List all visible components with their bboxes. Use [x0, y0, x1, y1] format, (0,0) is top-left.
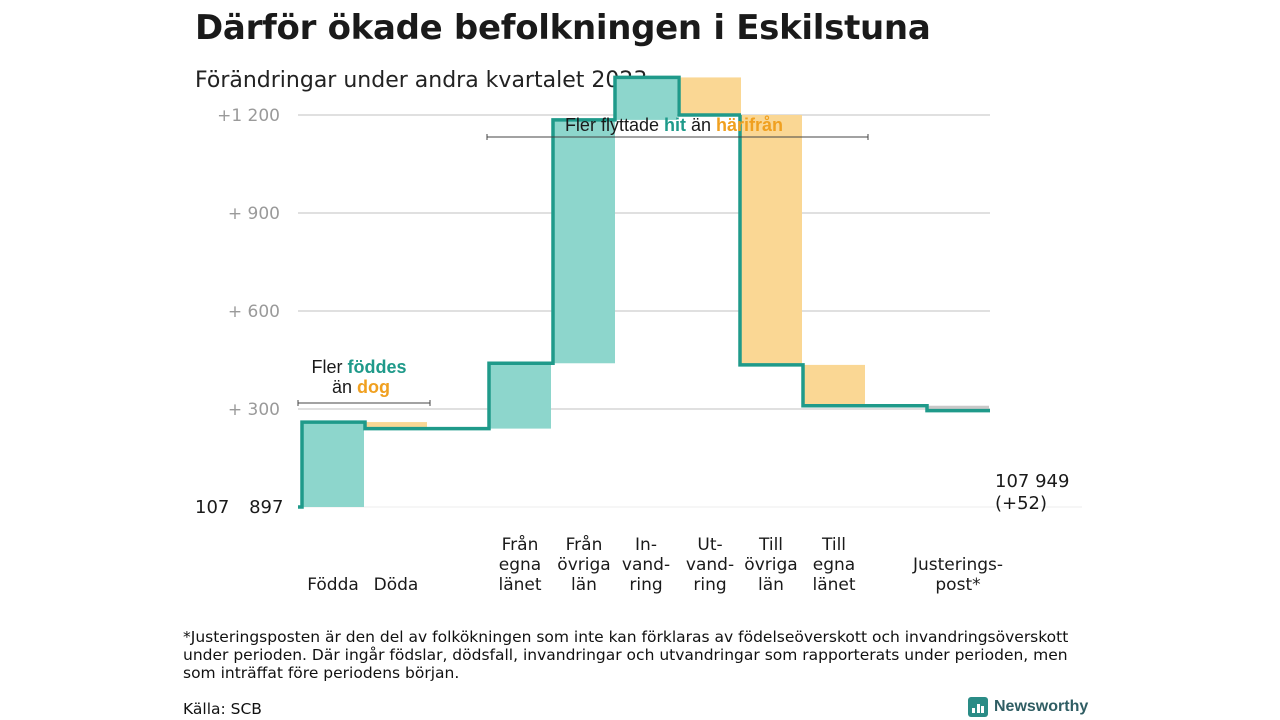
x-tick-label-line: Från — [566, 534, 603, 555]
births-annotation-line2: än dog — [332, 377, 390, 397]
x-tick-label-doda: Döda — [374, 575, 419, 595]
bar-fodda — [302, 422, 364, 507]
x-tick-label-invandring: In-vand-ring — [622, 535, 670, 595]
x-tick-label-line: län — [758, 575, 784, 595]
step-line — [298, 75, 990, 509]
x-tick-label-line: vand- — [686, 555, 734, 575]
y-tick-label: +1 200 — [217, 106, 280, 126]
annotation-emphasis: hit — [664, 115, 686, 135]
bar-fran-ovriga-lan — [553, 119, 615, 364]
x-tick-label-line: län — [571, 575, 597, 595]
bar-invandring — [615, 77, 677, 120]
x-tick-label-line: Döda — [374, 575, 419, 595]
annotation-emphasis: dog — [357, 377, 390, 397]
x-tick-label-line: Till — [758, 535, 783, 555]
moves-annotation: Fler flyttade hit än härifrån — [565, 115, 783, 135]
x-tick-label-line: Justerings- — [912, 555, 1003, 575]
x-tick-label-fran-egna-lanet: Från egna länet — [498, 534, 541, 595]
x-tick-label-line: Till — [821, 535, 846, 555]
bar-utvandring — [679, 77, 741, 115]
x-tick-label-line: länet — [498, 575, 541, 595]
brand-name: Newsworthy — [994, 698, 1089, 715]
gridlines: + 300 + 600 + 900 +1 200 — [217, 106, 1082, 508]
x-tick-label-line: In- — [635, 535, 657, 555]
bar-doda — [365, 422, 427, 429]
bar-till-egna-lanet — [803, 364, 865, 406]
end-value-label: 107 949 — [995, 471, 1069, 492]
newsworthy-logo: Newsworthy — [968, 697, 1088, 717]
annotation-text: än — [686, 115, 716, 135]
bar-fran-egna-lanet — [489, 363, 551, 429]
chart-title: Därför ökade befolkningen i Eskilstuna — [195, 8, 931, 48]
x-tick-label-line: Födda — [307, 575, 359, 595]
x-tick-label-line: Från — [502, 534, 539, 555]
x-tick-label-line: ring — [629, 575, 662, 595]
source-label: Källa: SCB — [183, 700, 262, 718]
y-tick-label: + 300 — [228, 400, 280, 420]
x-tick-label-line: övriga — [744, 555, 797, 575]
bar-justeringspost — [927, 405, 989, 411]
bars — [302, 77, 989, 507]
annotation-text: än — [332, 377, 357, 397]
x-tick-label-line: övriga — [557, 555, 610, 575]
annotation-emphasis: härifrån — [716, 115, 783, 135]
y-tick-label: + 900 — [228, 204, 280, 224]
x-tick-label-till-egna-lanet: Till egna länet — [812, 535, 855, 595]
annotation-text: Fler — [311, 357, 347, 377]
births-annotation-line1: Fler föddes — [311, 357, 406, 377]
x-tick-label-line: länet — [812, 575, 855, 595]
x-tick-label-line: post* — [935, 575, 980, 595]
x-tick-label-justeringspost: Justerings-post* — [912, 555, 1003, 595]
x-tick-label-line: ring — [693, 575, 726, 595]
bar-till-ovriga-lan — [740, 115, 802, 365]
start-value-label: 107 897 — [195, 497, 283, 518]
annotation-text: Fler flyttade — [565, 115, 664, 135]
x-tick-label-fodda: Födda — [307, 575, 359, 595]
x-tick-label-fran-ovriga-lan: Från övriga län — [557, 534, 610, 595]
x-tick-label-utvandring: Ut-vand-ring — [686, 535, 734, 595]
x-tick-label-line: vand- — [622, 555, 670, 575]
x-tick-label-till-ovriga-lan: Till övriga län — [744, 535, 797, 595]
x-tick-label-line: egna — [813, 555, 855, 575]
footnote: *Justeringsposten är den del av folkökni… — [183, 628, 1069, 682]
births-bracket — [297, 400, 431, 406]
newsworthy-logo-icon — [968, 697, 988, 717]
annotation-emphasis: föddes — [347, 357, 406, 377]
moves-bracket — [486, 134, 869, 140]
y-tick-label: + 600 — [228, 302, 280, 322]
chart-subtitle: Förändringar under andra kvartalet 2023 — [195, 68, 648, 93]
x-tick-label-line: egna — [499, 555, 541, 575]
end-change-label: (+52) — [995, 493, 1047, 514]
x-tick-label-line: Ut- — [697, 535, 722, 555]
